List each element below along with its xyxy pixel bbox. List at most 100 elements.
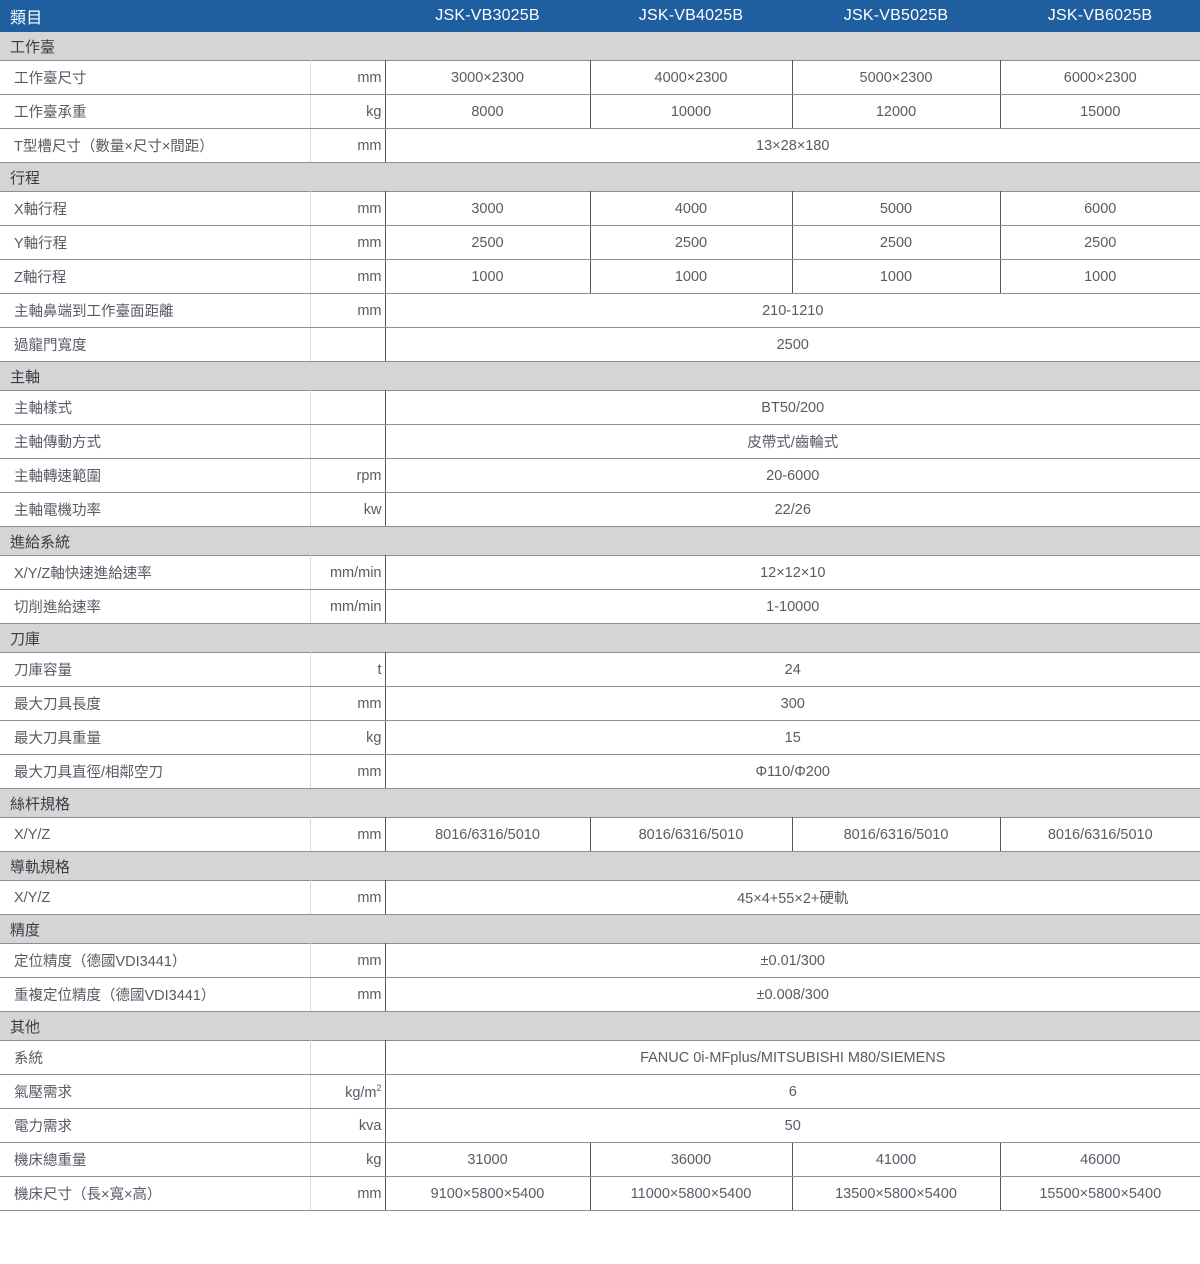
row-value-merged: BT50/200 — [385, 390, 1200, 425]
table-row: X/Y/Z軸快速進給速率 mm/min 12×12×10 — [0, 555, 1200, 590]
row-unit: mm — [310, 817, 386, 852]
row-unit: kg — [310, 1142, 386, 1177]
row-unit — [310, 327, 386, 362]
table-row: Y軸行程 mm 2500 2500 2500 2500 — [0, 225, 1200, 260]
row-value-2: 4000 — [590, 191, 793, 226]
row-unit: kw — [310, 492, 386, 527]
table-row: 主軸轉速範圍 rpm 20-6000 — [0, 458, 1200, 493]
row-value-2: 10000 — [590, 94, 793, 129]
row-unit: mm — [310, 977, 386, 1012]
row-value-4: 8016/6316/5010 — [1000, 817, 1200, 852]
row-unit: mm — [310, 943, 386, 978]
row-unit: mm — [310, 128, 386, 163]
row-item-label: 工作臺承重 — [0, 94, 311, 129]
header-model-1: JSK-VB3025B — [385, 0, 590, 32]
row-item-label: X/Y/Z — [0, 880, 311, 915]
row-value-merged: 12×12×10 — [385, 555, 1200, 590]
row-value-1: 8000 — [385, 94, 591, 129]
row-value-1: 3000 — [385, 191, 591, 226]
table-row: 主軸鼻端到工作臺面距離 mm 210-1210 — [0, 293, 1200, 328]
row-unit: mm — [310, 754, 386, 789]
row-value-merged: Φ110/Φ200 — [385, 754, 1200, 789]
section-header-row: 行程 — [0, 162, 1200, 192]
table-row: X軸行程 mm 3000 4000 5000 6000 — [0, 191, 1200, 226]
row-item-label: 主軸傳動方式 — [0, 424, 311, 459]
table-row: 系統 FANUC 0i-MFplus/MITSUBISHI M80/SIEMENS — [0, 1040, 1200, 1075]
specification-table: 類目 JSK-VB3025B JSK-VB4025B JSK-VB5025B J… — [0, 0, 1200, 1211]
row-unit: mm — [310, 686, 386, 721]
row-value-3: 5000×2300 — [792, 60, 1001, 95]
row-unit: kg/m2 — [310, 1074, 386, 1109]
row-value-2: 11000×5800×5400 — [590, 1176, 793, 1211]
table-row: 機床總重量 kg 31000 36000 41000 46000 — [0, 1142, 1200, 1177]
header-item-label: 類目 — [0, 0, 385, 32]
row-unit: mm — [310, 191, 386, 226]
header-model-4: JSK-VB6025B — [1000, 0, 1200, 32]
row-item-label: Z軸行程 — [0, 259, 311, 294]
table-row: 最大刀具重量 kg 15 — [0, 720, 1200, 755]
row-item-label: T型槽尺寸（數量×尺寸×間距） — [0, 128, 311, 163]
table-header: 類目 JSK-VB3025B JSK-VB4025B JSK-VB5025B J… — [0, 0, 1200, 32]
row-item-label: 最大刀具重量 — [0, 720, 311, 755]
row-unit: kva — [310, 1108, 386, 1143]
row-value-4: 2500 — [1000, 225, 1200, 260]
table-row: 主軸電機功率 kw 22/26 — [0, 492, 1200, 527]
table-body: 工作臺 工作臺尺寸 mm 3000×2300 4000×2300 5000×2300 600… — [0, 32, 1200, 1211]
table-row: Z軸行程 mm 1000 1000 1000 1000 — [0, 259, 1200, 294]
row-value-merged: 6 — [385, 1074, 1200, 1109]
table-row: T型槽尺寸（數量×尺寸×間距） mm 13×28×180 — [0, 128, 1200, 163]
row-item-label: 主軸電機功率 — [0, 492, 311, 527]
table-row: 工作臺尺寸 mm 3000×2300 4000×2300 5000×2300 6000×2… — [0, 60, 1200, 95]
row-item-label: X軸行程 — [0, 191, 311, 226]
row-value-4: 15500×5800×5400 — [1000, 1176, 1200, 1211]
row-unit: mm — [310, 225, 386, 260]
row-unit — [310, 424, 386, 459]
section-title: 行程 — [0, 162, 1200, 192]
row-value-merged: 20-6000 — [385, 458, 1200, 493]
row-value-merged: 300 — [385, 686, 1200, 721]
row-item-label: 機床總重量 — [0, 1142, 311, 1177]
section-title: 主軸 — [0, 361, 1200, 391]
row-item-label: 重複定位精度（德國VDI3441） — [0, 977, 311, 1012]
header-model-2: JSK-VB4025B — [590, 0, 792, 32]
row-item-label: 工作臺尺寸 — [0, 60, 311, 95]
row-value-3: 5000 — [792, 191, 1001, 226]
row-value-4: 15000 — [1000, 94, 1200, 129]
row-value-1: 1000 — [385, 259, 591, 294]
row-unit: kg — [310, 720, 386, 755]
row-value-3: 12000 — [792, 94, 1001, 129]
table-row: 重複定位精度（德國VDI3441） mm ±0.008/300 — [0, 977, 1200, 1012]
row-value-3: 2500 — [792, 225, 1001, 260]
row-item-label: X/Y/Z — [0, 817, 311, 852]
row-unit — [310, 390, 386, 425]
row-unit: mm — [310, 60, 386, 95]
table-row: X/Y/Z mm 8016/6316/5010 8016/6316/5010 8016/… — [0, 817, 1200, 852]
row-value-2: 36000 — [590, 1142, 793, 1177]
table-row: 主軸傳動方式 皮帶式/齒輪式 — [0, 424, 1200, 459]
row-value-4: 6000×2300 — [1000, 60, 1200, 95]
row-value-merged: 22/26 — [385, 492, 1200, 527]
row-value-merged: 15 — [385, 720, 1200, 755]
table-row: X/Y/Z mm 45×4+55×2+硬軌 — [0, 880, 1200, 915]
row-value-2: 8016/6316/5010 — [590, 817, 793, 852]
header-model-3: JSK-VB5025B — [792, 0, 1000, 32]
row-value-merged: 45×4+55×2+硬軌 — [385, 880, 1200, 915]
section-header-row: 工作臺 — [0, 32, 1200, 61]
table-row: 過龍門寬度 2500 — [0, 327, 1200, 362]
header-row: 類目 JSK-VB3025B JSK-VB4025B JSK-VB5025B J… — [0, 0, 1200, 32]
section-title: 工作臺 — [0, 32, 1200, 61]
row-unit: mm — [310, 259, 386, 294]
row-item-label: 刀庫容量 — [0, 652, 311, 687]
table-row: 工作臺承重 kg 8000 10000 12000 15000 — [0, 94, 1200, 129]
table-row: 定位精度（德國VDI3441） mm ±0.01/300 — [0, 943, 1200, 978]
row-value-2: 4000×2300 — [590, 60, 793, 95]
section-header-row: 進給系統 — [0, 526, 1200, 556]
row-item-label: 電力需求 — [0, 1108, 311, 1143]
table-row: 最大刀具直徑/相鄰空刀 mm Φ110/Φ200 — [0, 754, 1200, 789]
row-item-label: 主軸樣式 — [0, 390, 311, 425]
row-value-4: 6000 — [1000, 191, 1200, 226]
row-value-3: 1000 — [792, 259, 1001, 294]
row-value-merged: 2500 — [385, 327, 1200, 362]
row-value-1: 8016/6316/5010 — [385, 817, 591, 852]
row-value-2: 1000 — [590, 259, 793, 294]
